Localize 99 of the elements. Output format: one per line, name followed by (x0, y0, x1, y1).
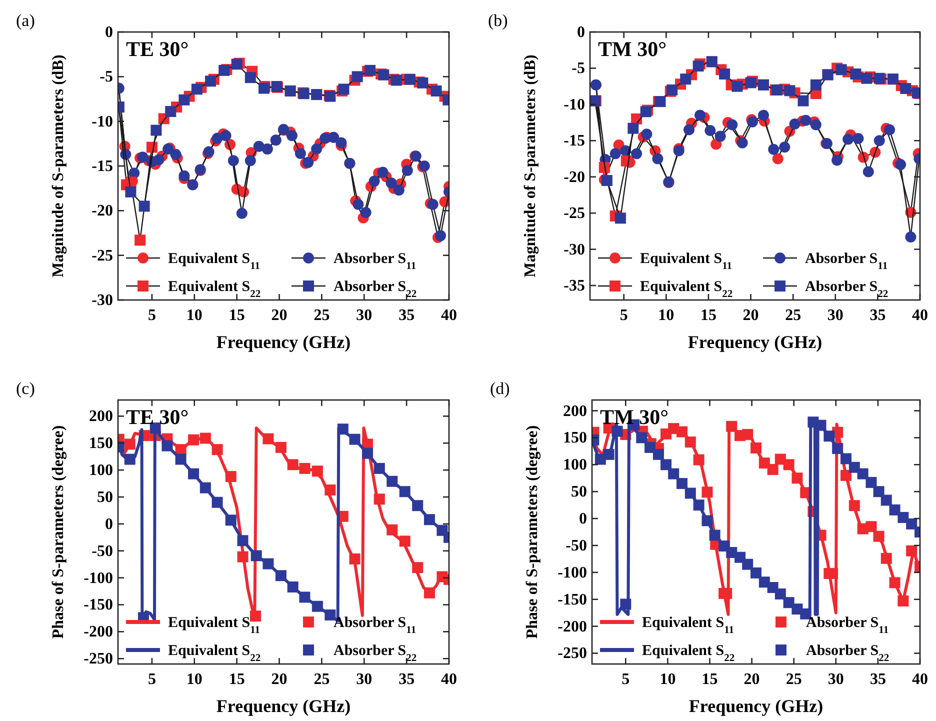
x-tick-label: 15 (700, 307, 716, 324)
legend-label: Absorber S$_{22}$ (334, 279, 417, 300)
chart-title: (a) (16, 11, 35, 30)
y-tick-label: -15 (564, 132, 585, 150)
x-axis-title: Frequency (GHz) (216, 332, 351, 352)
y-tick-label: 50 (97, 488, 113, 506)
y-axis-title: Phase of S-parameters (degree) (50, 425, 67, 639)
y-tick-label: 0 (105, 24, 113, 41)
y-tick-label: -50 (566, 537, 587, 554)
x-tick-label: 15 (228, 671, 245, 688)
legend-label: Absorber S$_{11}$ (806, 615, 889, 636)
y-tick-label: -250 (558, 645, 587, 662)
legend-label: Equivalent S$_{22}$ (168, 279, 261, 300)
x-tick-label: 15 (228, 307, 245, 324)
x-tick-label: 10 (658, 307, 674, 324)
x-tick-label: 10 (660, 671, 676, 688)
x-tick-label: 5 (622, 671, 630, 688)
y-tick-label: 0 (105, 516, 113, 533)
y-tick-label: 0 (579, 510, 587, 528)
legend-label: Equivalent S$_{11}$ (642, 615, 734, 636)
chart-title: (b) (488, 11, 508, 30)
y-tick-label: -5 (100, 68, 113, 86)
x-tick-label: 25 (786, 671, 802, 688)
y-tick-label: -100 (558, 564, 587, 582)
legend-label: Equivalent S$_{11}$ (168, 615, 260, 636)
annotation: TE 30° (126, 37, 189, 61)
y-tick-label: -10 (92, 113, 113, 130)
y-tick-label: -15 (92, 158, 113, 175)
x-tick-label: 40 (441, 307, 457, 324)
x-tick-label: 10 (186, 307, 202, 324)
y-tick-label: -50 (92, 542, 113, 560)
x-tick-label: 20 (271, 671, 288, 688)
chart-title: (d) (490, 379, 510, 398)
y-tick-label: -100 (84, 570, 113, 587)
x-tick-label: 20 (271, 307, 288, 324)
y-tick-label: -150 (84, 596, 113, 614)
legend-label: Absorber S$_{22}$ (334, 643, 417, 664)
y-tick-label: -20 (92, 202, 113, 220)
y-tick-label: 200 (89, 408, 113, 426)
y-tick-label: -20 (564, 168, 585, 186)
x-tick-label: 30 (828, 671, 844, 688)
y-tick-label: -30 (92, 292, 113, 309)
x-tick-label: 35 (398, 307, 415, 324)
legend-label: Equivalent S$_{22}$ (168, 643, 261, 664)
x-tick-label: 35 (870, 307, 886, 324)
x-tick-label: 30 (356, 307, 372, 324)
legend-label: Equivalent S$_{22}$ (640, 279, 733, 300)
legend-label: Equivalent S$_{11}$ (640, 251, 732, 272)
annotation: TM 30° (598, 37, 666, 61)
chart-title: (c) (16, 379, 35, 398)
y-tick-label: -5 (572, 60, 585, 78)
y-tick-label: -25 (564, 205, 585, 222)
x-tick-label: 5 (148, 671, 156, 688)
x-axis-title: Frequency (GHz) (216, 696, 351, 716)
legend-label: Absorber S$_{11}$ (334, 251, 416, 272)
y-tick-label: 100 (89, 462, 113, 480)
y-tick-label: -150 (558, 591, 587, 608)
y-tick-label: 50 (571, 484, 587, 501)
x-tick-label: 35 (870, 671, 886, 688)
legend-label: Absorber S$_{22}$ (805, 279, 888, 300)
y-tick-label: 150 (89, 435, 113, 452)
y-tick-label: 100 (563, 456, 587, 474)
y-tick-label: -25 (92, 247, 113, 264)
x-tick-label: 20 (744, 671, 760, 688)
x-tick-label: 40 (912, 671, 928, 688)
annotation: TE 30° (126, 405, 189, 429)
y-tick-label: 150 (563, 430, 587, 447)
legend-label: Absorber S$_{11}$ (805, 251, 888, 272)
y-tick-label: -200 (84, 624, 113, 641)
x-tick-label: 25 (785, 307, 802, 324)
x-tick-label: 15 (702, 671, 718, 688)
y-tick-label: -35 (564, 278, 585, 295)
y-axis-title: Magnitude of S-parameters (dB) (50, 54, 67, 278)
x-tick-label: 10 (186, 671, 202, 688)
legend-label: Equivalent S$_{22}$ (642, 643, 735, 664)
x-tick-label: 30 (356, 671, 372, 688)
y-tick-label: -250 (84, 650, 113, 668)
x-axis-title: Frequency (GHz) (688, 332, 822, 352)
legend-label: Absorber S$_{11}$ (334, 615, 416, 636)
x-tick-label: 5 (148, 307, 156, 324)
x-tick-label: 40 (912, 307, 928, 324)
x-tick-label: 30 (827, 307, 844, 324)
x-tick-label: 35 (398, 671, 415, 688)
y-axis-title: Phase of S-parameters (degree) (524, 425, 541, 639)
y-tick-label: -30 (564, 241, 585, 258)
y-tick-label: -200 (558, 618, 587, 636)
x-tick-label: 5 (620, 307, 628, 324)
legend-label: Absorber S$_{22}$ (806, 643, 890, 664)
x-tick-label: 25 (314, 307, 330, 324)
y-axis-title: Magnitude of S-parameters (dB) (522, 54, 539, 278)
x-tick-label: 25 (314, 671, 330, 688)
x-axis-title: Frequency (GHz) (688, 696, 824, 716)
y-tick-label: 0 (577, 24, 585, 41)
y-tick-label: 200 (563, 402, 587, 420)
y-tick-label: -10 (564, 96, 585, 114)
x-tick-label: 40 (441, 671, 457, 688)
annotation: TM 30° (600, 405, 668, 429)
legend-label: Equivalent S$_{11}$ (168, 251, 260, 272)
x-tick-label: 20 (742, 307, 759, 324)
